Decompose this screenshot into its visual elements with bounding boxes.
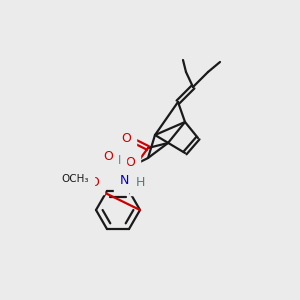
- Text: N: N: [119, 173, 129, 187]
- Text: O: O: [103, 151, 113, 164]
- Text: O: O: [125, 155, 135, 169]
- Text: O: O: [121, 131, 131, 145]
- Text: H: H: [135, 176, 145, 190]
- Text: O: O: [89, 176, 99, 188]
- Text: OCH₃: OCH₃: [61, 174, 89, 184]
- Text: H: H: [111, 154, 121, 166]
